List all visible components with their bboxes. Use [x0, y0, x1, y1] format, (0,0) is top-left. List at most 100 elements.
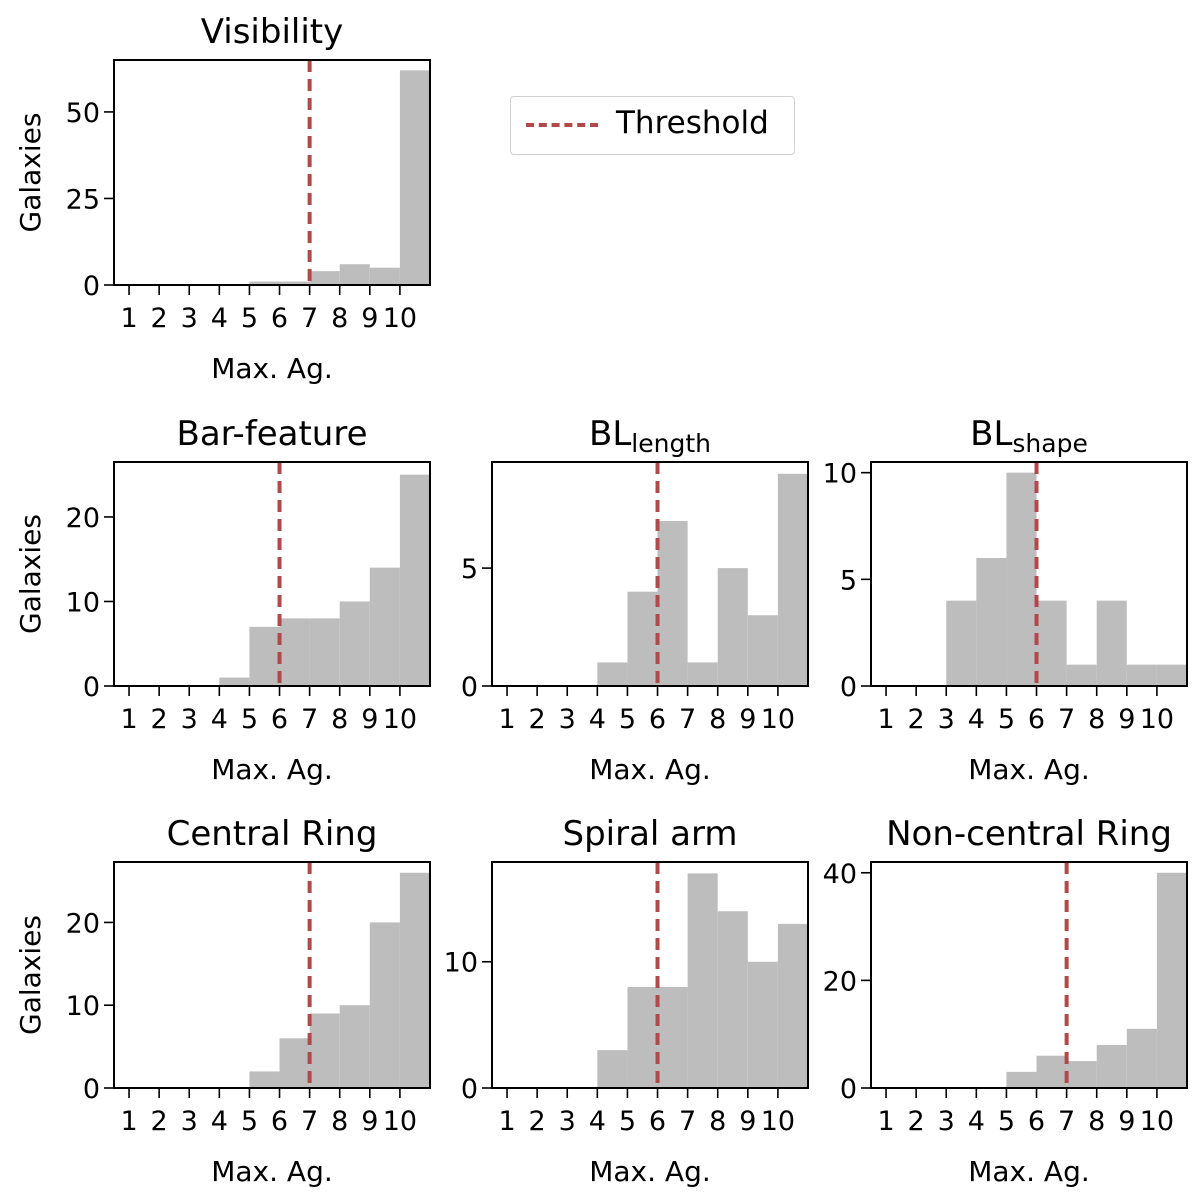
x-tick-label: 2	[908, 704, 925, 735]
x-tick-label: 2	[151, 704, 168, 735]
y-tick-label: 5	[840, 565, 857, 596]
x-axis-label: Max. Ag.	[211, 753, 333, 786]
y-tick-label: 0	[83, 672, 100, 703]
y-tick-label: 0	[840, 672, 857, 703]
y-tick-label: 0	[840, 1074, 857, 1105]
bar-6	[1036, 1055, 1067, 1088]
chart-title-subscript: shape	[1012, 429, 1087, 458]
legend: Threshold	[510, 96, 795, 155]
bar-5	[1006, 1071, 1037, 1088]
x-tick-label: 2	[908, 1106, 925, 1137]
x-tick-label: 7	[301, 1106, 318, 1137]
x-tick-label: 5	[241, 1106, 258, 1137]
x-tick-label: 6	[1028, 704, 1045, 735]
x-tick-label: 2	[529, 1106, 546, 1137]
y-tick-label: 10	[823, 459, 857, 490]
chart-title: Spiral arm	[562, 814, 737, 854]
x-tick-label: 10	[383, 1106, 417, 1137]
bar-7	[1066, 1061, 1097, 1088]
x-tick-label: 1	[120, 1106, 137, 1137]
x-tick-label: 5	[998, 1106, 1015, 1137]
bar-10	[399, 872, 430, 1088]
bar-10	[399, 70, 430, 285]
chart-title: BLlength	[589, 414, 711, 458]
chart-title: Non-central Ring	[886, 814, 1172, 854]
bar-5	[627, 591, 658, 686]
x-tick-label: 3	[181, 1106, 198, 1137]
bar-7	[309, 271, 340, 285]
x-tick-label: 7	[1058, 1106, 1075, 1137]
x-tick-label: 1	[120, 303, 137, 334]
x-axis-label: Max. Ag.	[589, 753, 711, 786]
bar-8	[339, 601, 370, 686]
x-tick-label: 3	[938, 1106, 955, 1137]
bar-9	[369, 267, 400, 285]
x-tick-label: 7	[679, 704, 696, 735]
bar-6	[279, 1038, 310, 1088]
x-tick-label: 6	[649, 704, 666, 735]
x-tick-label: 2	[529, 704, 546, 735]
x-tick-label: 3	[559, 1106, 576, 1137]
bar-6	[279, 281, 310, 285]
x-tick-label: 9	[1118, 1106, 1135, 1137]
y-tick-label: 10	[66, 991, 100, 1022]
x-tick-label: 1	[877, 704, 894, 735]
x-tick-label: 4	[211, 303, 228, 334]
bar-7	[309, 618, 340, 686]
chart-title: Central Ring	[167, 814, 378, 854]
bar-10	[1156, 664, 1187, 686]
x-tick-label: 8	[709, 1106, 726, 1137]
bar-8	[339, 1005, 370, 1088]
x-tick-label: 1	[120, 704, 137, 735]
x-tick-label: 5	[619, 1106, 636, 1137]
y-axis-label: Galaxies	[14, 514, 47, 634]
bar-4	[597, 662, 628, 686]
y-axis-label: Galaxies	[14, 915, 47, 1035]
x-tick-label: 5	[241, 303, 258, 334]
y-tick-label: 10	[66, 587, 100, 618]
x-tick-label: 5	[241, 704, 258, 735]
legend-threshold-label: Threshold	[616, 105, 769, 141]
bar-7	[687, 662, 718, 686]
bar-5	[249, 1071, 280, 1088]
bar-9	[369, 922, 400, 1088]
plot-frame	[870, 861, 1188, 1089]
bar-10	[1156, 872, 1187, 1088]
x-tick-label: 9	[361, 1106, 378, 1137]
chart-title: Bar-feature	[177, 414, 368, 454]
x-tick-label: 4	[968, 704, 985, 735]
bar-9	[369, 567, 400, 686]
y-tick-label: 0	[461, 672, 478, 703]
x-tick-label: 8	[709, 704, 726, 735]
plot-frame	[113, 861, 431, 1089]
x-tick-label: 9	[1118, 704, 1135, 735]
bar-7	[687, 873, 718, 1088]
x-tick-label: 3	[181, 303, 198, 334]
x-tick-label: 8	[331, 704, 348, 735]
x-tick-label: 9	[739, 704, 756, 735]
x-tick-label: 5	[619, 704, 636, 735]
y-tick-label: 0	[461, 1074, 478, 1105]
chart-title: Visibility	[201, 12, 344, 52]
plot-frame	[491, 461, 809, 687]
plot-frame	[491, 861, 809, 1089]
x-tick-label: 3	[181, 704, 198, 735]
bar-10	[777, 923, 808, 1088]
x-tick-label: 4	[211, 704, 228, 735]
y-tick-label: 50	[66, 98, 100, 129]
x-tick-label: 10	[383, 303, 417, 334]
chart-panel-7: 1 2 3 4 5 6 7 8 9 10 0 20 40 Non-central Ring Max. Ag.	[823, 814, 1188, 1188]
bar-10	[399, 474, 430, 686]
y-tick-label: 0	[83, 271, 100, 302]
x-tick-label: 1	[498, 704, 515, 735]
x-tick-label: 6	[271, 704, 288, 735]
x-tick-label: 1	[498, 1106, 515, 1137]
y-tick-label: 20	[66, 908, 100, 939]
bar-10	[777, 473, 808, 686]
bar-3	[946, 600, 977, 686]
plot-frame	[870, 461, 1188, 687]
